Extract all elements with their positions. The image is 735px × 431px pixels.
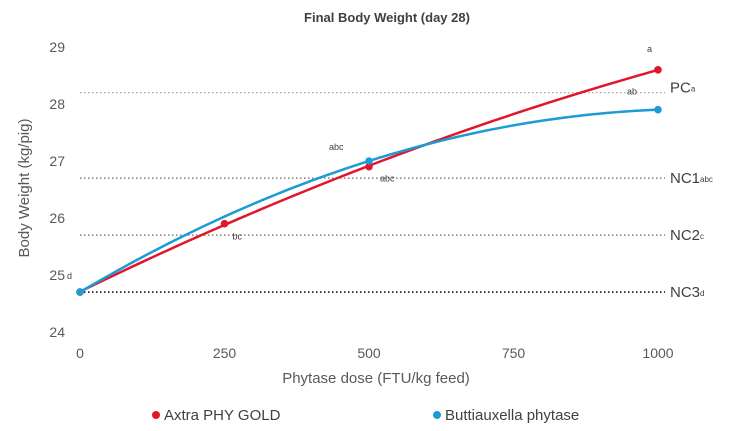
ref-superscript: c: [700, 232, 704, 241]
ref-superscript: d: [700, 289, 704, 298]
ref-label-nc3: NC3d: [670, 284, 704, 301]
legend: Axtra PHY GOLD Buttiauxella phytase: [152, 407, 579, 424]
ref-superscript: abc: [700, 175, 713, 184]
data-point-1-1: [365, 157, 373, 165]
data-point-1-2: [654, 105, 662, 114]
x-axis-label: Phytase dose (FTU/kg feed): [282, 370, 470, 387]
data-point-label: d: [67, 271, 72, 281]
x-tick-label: 250: [213, 345, 237, 361]
y-tick-label: 25: [49, 267, 65, 283]
series-curves: [79, 68, 659, 294]
data-point-label: abc: [380, 174, 395, 184]
y-axis-ticks: 24 25 26 27 28 29: [49, 39, 65, 340]
legend-marker-buttiauxella: [433, 411, 441, 419]
data-point-label: ab: [627, 87, 637, 97]
series-line-0: [79, 68, 659, 293]
data-point-label: abc: [329, 142, 344, 152]
data-point-0-1: [220, 219, 229, 228]
legend-marker-axtra: [152, 411, 160, 419]
x-tick-label: 0: [76, 345, 84, 361]
legend-label-buttiauxella: Buttiauxella phytase: [445, 407, 579, 424]
reference-lines: PCa NC1abc NC2c NC3d: [80, 80, 713, 301]
data-point-0-2: [365, 162, 373, 171]
data-point-1-0: [76, 288, 84, 296]
y-tick-label: 24: [49, 324, 65, 340]
y-tick-label: 29: [49, 39, 65, 55]
x-tick-label: 750: [502, 345, 526, 361]
ref-label-pc: PCa: [670, 80, 696, 97]
x-axis-ticks: 0 250 500 750 1000: [76, 345, 674, 361]
point-labels: bc abc a d abc ab: [67, 44, 652, 281]
ref-superscript: a: [691, 85, 696, 94]
y-tick-label: 28: [49, 96, 65, 112]
legend-label-axtra: Axtra PHY GOLD: [164, 407, 281, 424]
x-tick-label: 500: [357, 345, 381, 361]
series-line-1: [79, 108, 659, 294]
series-points: [76, 66, 662, 296]
data-point-label: bc: [233, 232, 243, 242]
legend-item-buttiauxella: Buttiauxella phytase: [433, 407, 579, 424]
legend-item-axtra: Axtra PHY GOLD: [152, 407, 281, 424]
y-tick-label: 27: [49, 153, 65, 169]
ref-label-nc1: NC1abc: [670, 170, 713, 187]
chart-title: Final Body Weight (day 28): [304, 10, 470, 25]
ref-label-nc2: NC2c: [670, 227, 704, 244]
x-tick-label: 1000: [642, 345, 673, 361]
data-point-0-3: [654, 66, 662, 74]
y-axis-label: Body Weight (kg/pig): [16, 119, 33, 258]
data-point-label: a: [647, 44, 652, 54]
y-tick-label: 26: [49, 210, 65, 226]
